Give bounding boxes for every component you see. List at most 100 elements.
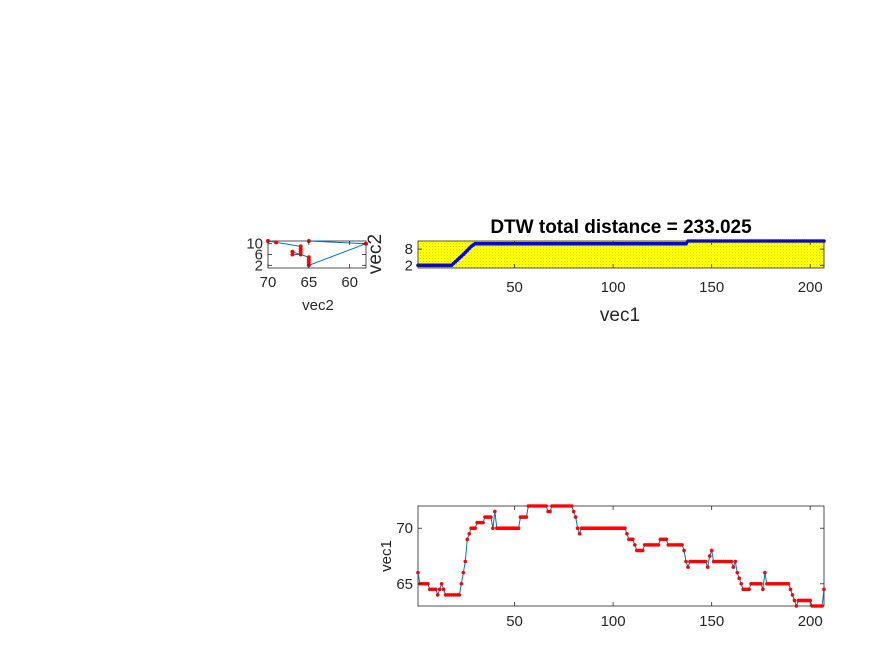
cost-cell [561, 255, 562, 256]
cost-cell [498, 261, 499, 262]
cost-cell [609, 264, 610, 265]
cost-cell [753, 267, 754, 268]
cost-cell [807, 249, 808, 250]
cost-cell [540, 255, 541, 256]
cost-cell [579, 255, 580, 256]
cost-cell [654, 264, 655, 265]
cost-cell [690, 249, 691, 250]
cost-cell [822, 261, 823, 262]
cost-cell [432, 246, 433, 247]
cost-cell [699, 246, 700, 247]
cost-cell [738, 249, 739, 250]
cost-cell [756, 264, 757, 265]
cost-cell [609, 267, 610, 268]
cost-cell [684, 261, 685, 262]
vec1-point [731, 565, 736, 569]
cost-cell [582, 246, 583, 247]
cost-cell [444, 261, 445, 262]
cost-cell [555, 249, 556, 250]
cost-cell [741, 261, 742, 262]
cost-cell [747, 246, 748, 247]
cost-cell [798, 267, 799, 268]
cost-cell [510, 267, 511, 268]
cost-cell [570, 255, 571, 256]
cost-cell [642, 255, 643, 256]
cost-cell [813, 252, 814, 253]
cost-cell [633, 249, 634, 250]
cost-cell [591, 255, 592, 256]
cost-cell [504, 267, 505, 268]
cost-cell [561, 267, 562, 268]
cost-cell [681, 249, 682, 250]
vec1-point [426, 581, 430, 586]
cost-cell [513, 264, 514, 265]
cost-cell [606, 255, 607, 256]
cost-cell [480, 267, 481, 268]
cost-cell [555, 246, 556, 247]
cost-cell [447, 261, 448, 262]
cost-cell [489, 261, 490, 262]
cost-cell [810, 246, 811, 247]
cost-cell [444, 249, 445, 250]
cost-cell [612, 249, 613, 250]
cost-cell [765, 255, 766, 256]
cost-cell [498, 264, 499, 265]
cost-cell [609, 252, 610, 253]
cost-cell [477, 249, 478, 250]
cost-cell [777, 264, 778, 265]
cost-cell [528, 261, 529, 262]
cost-cell [621, 255, 622, 256]
cost-cell [789, 246, 790, 247]
cost-cell [660, 249, 661, 250]
cost-cell [669, 258, 670, 259]
cost-cell [591, 261, 592, 262]
cost-cell [450, 249, 451, 250]
cost-cell [669, 255, 670, 256]
cost-cell [687, 261, 688, 262]
cost-cell [645, 255, 646, 256]
cost-cell [579, 252, 580, 253]
cost-cell [657, 252, 658, 253]
cost-cell [801, 258, 802, 259]
cost-cell [450, 252, 451, 253]
cost-cell [615, 261, 616, 262]
cost-cell [597, 261, 598, 262]
cost-cell [774, 267, 775, 268]
cost-cell [639, 264, 640, 265]
cost-cell [585, 261, 586, 262]
cost-cell [429, 246, 430, 247]
cost-cell [474, 267, 475, 268]
cost-cell [513, 255, 514, 256]
cost-cell [630, 264, 631, 265]
cost-cell [729, 267, 730, 268]
cost-cell [648, 258, 649, 259]
cost-cell [696, 249, 697, 250]
cost-cell [813, 255, 814, 256]
cost-cell [606, 252, 607, 253]
cost-cell [462, 267, 463, 268]
cost-cell [441, 267, 442, 268]
cost-cell [486, 252, 487, 253]
cost-cell [705, 246, 706, 247]
cost-cell [597, 249, 598, 250]
cost-cell [441, 258, 442, 259]
cost-cell [801, 261, 802, 262]
cost-cell [633, 252, 634, 253]
cost-cell [669, 252, 670, 253]
cost-cell [813, 261, 814, 262]
cost-cell [468, 261, 469, 262]
cost-cell [795, 258, 796, 259]
cost-cell [468, 243, 469, 244]
vec1-point [571, 509, 576, 514]
cost-cell [552, 249, 553, 250]
cost-cell [519, 264, 520, 265]
cost-cell [441, 249, 442, 250]
cost-cell [813, 246, 814, 247]
cost-cell [660, 246, 661, 247]
cost-cell [612, 267, 613, 268]
cost-cell [432, 243, 433, 244]
cost-cell [540, 249, 541, 250]
vec1-point [656, 543, 661, 547]
cost-cell [615, 249, 616, 250]
cost-cell [519, 258, 520, 259]
